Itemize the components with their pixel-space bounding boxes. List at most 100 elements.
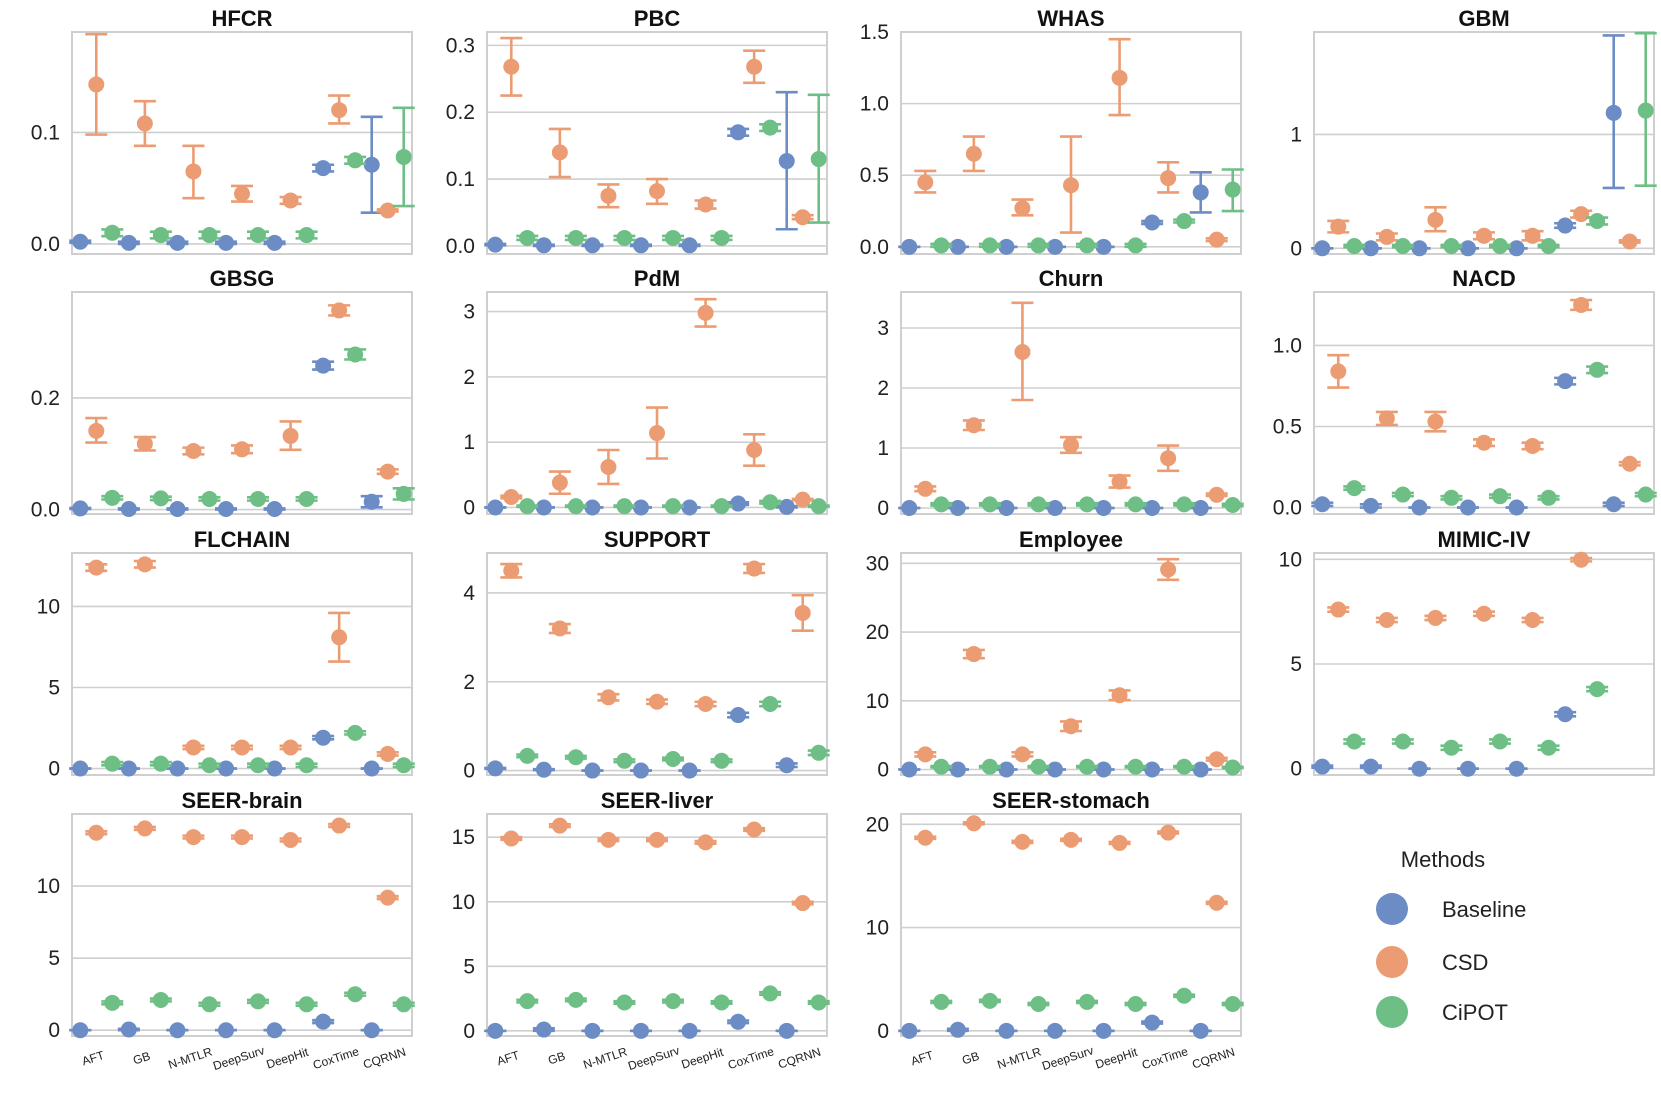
data-point-cipot-gb — [981, 758, 998, 775]
data-point-baseline-n-mtlr — [998, 1022, 1015, 1039]
x-tick-label: AFT — [80, 1048, 107, 1069]
legend-label-csd: CSD — [1442, 950, 1488, 975]
series-csd — [914, 815, 1228, 911]
data-point-cipot-cqrnn — [1224, 759, 1241, 776]
data-point-cipot-gb — [152, 490, 169, 507]
y-tick-label: 1.5 — [860, 21, 889, 44]
data-point-csd-deephit — [1524, 227, 1541, 244]
data-point-baseline-aft — [72, 760, 89, 777]
x-tick-label: DeepHit — [265, 1045, 311, 1072]
plot-frame — [900, 813, 1242, 1037]
data-point-csd-deephit — [1111, 69, 1128, 86]
plot-frame — [71, 31, 413, 255]
data-point-cipot-deepsurv — [250, 490, 266, 507]
y-tick-label: 0.0 — [860, 236, 889, 259]
data-point-baseline-deephit — [1095, 500, 1112, 516]
y-tick-label: 2 — [463, 366, 475, 389]
data-point-baseline-gb — [120, 234, 137, 251]
data-point-csd-deepsurv — [234, 441, 250, 458]
data-point-cipot-gb — [152, 755, 169, 772]
data-point-csd-cqrnn — [794, 209, 811, 226]
data-point-csd-n-mtlr — [1014, 833, 1031, 850]
data-point-csd-n-mtlr — [600, 458, 617, 475]
data-point-baseline-deepsurv — [218, 1022, 234, 1039]
x-tick-label: GB — [546, 1049, 567, 1068]
data-point-baseline-deepsurv — [633, 762, 649, 779]
legend-marker-cipot — [1376, 996, 1408, 1028]
data-point-baseline-deephit — [681, 762, 698, 779]
data-point-baseline-aft — [487, 236, 504, 253]
series-baseline — [484, 90, 798, 254]
y-tick-label: 0 — [48, 758, 60, 781]
data-point-baseline-deephit — [681, 237, 698, 254]
data-point-cipot-aft — [519, 993, 536, 1010]
data-point-csd-coxtime — [1160, 170, 1177, 187]
data-point-csd-aft — [917, 480, 934, 497]
plot-frame — [900, 31, 1242, 255]
subplot-title: SEER-liver — [601, 788, 714, 813]
data-point-cipot-deephit — [1540, 238, 1557, 255]
series-cipot — [101, 346, 415, 507]
data-point-csd-deephit — [1524, 437, 1541, 454]
x-tick-label: CoxTime — [311, 1044, 361, 1072]
data-point-cipot-cqrnn — [810, 498, 827, 515]
plot-frame — [486, 813, 828, 1037]
data-point-cipot-gb — [1394, 238, 1411, 255]
data-point-baseline-cqrnn — [778, 153, 795, 170]
data-point-baseline-cqrnn — [1192, 1022, 1209, 1039]
data-point-cipot-cqrnn — [395, 757, 412, 774]
data-point-baseline-deepsurv — [218, 234, 234, 251]
data-point-baseline-n-mtlr — [169, 234, 186, 251]
series-cipot — [1343, 361, 1657, 506]
data-point-baseline-aft — [72, 233, 89, 250]
data-point-baseline-n-mtlr — [169, 1022, 186, 1039]
series-csd — [1327, 551, 1593, 629]
data-point-baseline-cqrnn — [363, 760, 380, 777]
subplot-title: GBSG — [210, 266, 275, 291]
data-point-baseline-deephit — [266, 500, 283, 517]
y-tick-label: 10 — [452, 891, 475, 914]
data-point-cipot-aft — [104, 489, 121, 506]
subplot-pbc: 0.0 0.1 0.2 0.3 PBC — [446, 6, 830, 258]
legend: Methods Baseline CSD CiPOT — [1376, 847, 1526, 1028]
data-point-cipot-cqrnn — [810, 994, 827, 1011]
data-point-cipot-aft — [104, 994, 121, 1011]
data-point-csd-cqrnn — [794, 491, 811, 508]
series-csd — [1327, 296, 1641, 472]
data-point-csd-gb — [136, 115, 153, 132]
y-tick-label: 1 — [463, 431, 475, 454]
data-point-baseline-coxtime — [315, 1013, 332, 1030]
data-point-cipot-cqrnn — [395, 148, 412, 165]
data-point-cipot-cqrnn — [1224, 181, 1241, 198]
data-point-cipot-coxtime — [347, 986, 364, 1003]
data-point-cipot-coxtime — [1589, 361, 1606, 378]
data-point-baseline-deepsurv — [1047, 238, 1063, 255]
subplot-seer-brain: 0 5 10 SEER-brain AFT GB N-MTLRDeepSurvDeepHit… — [37, 788, 415, 1073]
data-point-cipot-deephit — [298, 227, 315, 244]
data-point-csd-deephit — [1524, 612, 1541, 629]
data-point-baseline-coxtime — [730, 707, 747, 724]
subplot-support: 0 2 4 SUPPORT — [463, 527, 830, 783]
subplot-hfcr: 0.0 0.1 HFCR — [31, 6, 415, 256]
data-point-csd-n-mtlr — [185, 739, 202, 756]
data-point-csd-deephit — [282, 739, 299, 756]
data-point-baseline-deephit — [1095, 1022, 1112, 1039]
data-point-baseline-cqrnn — [778, 1022, 795, 1039]
data-point-cipot-n-mtlr — [1030, 237, 1047, 254]
data-point-baseline-coxtime — [1144, 1014, 1161, 1031]
series-cipot — [1343, 681, 1609, 756]
legend-marker-baseline — [1376, 893, 1408, 925]
series-csd — [85, 302, 399, 480]
subplot-gbm: 0 1 GBM — [1290, 6, 1657, 260]
data-point-baseline-aft — [487, 1022, 504, 1039]
data-point-baseline-n-mtlr — [169, 500, 186, 517]
data-point-cipot-deepsurv — [1492, 733, 1508, 750]
y-tick-label: 0 — [1290, 758, 1302, 781]
data-point-cipot-coxtime — [1176, 496, 1193, 513]
data-point-cipot-n-mtlr — [616, 994, 633, 1011]
data-point-csd-deephit — [282, 831, 299, 848]
data-point-csd-coxtime — [1573, 206, 1590, 223]
data-point-cipot-n-mtlr — [1030, 496, 1047, 513]
data-point-cipot-n-mtlr — [616, 752, 633, 769]
